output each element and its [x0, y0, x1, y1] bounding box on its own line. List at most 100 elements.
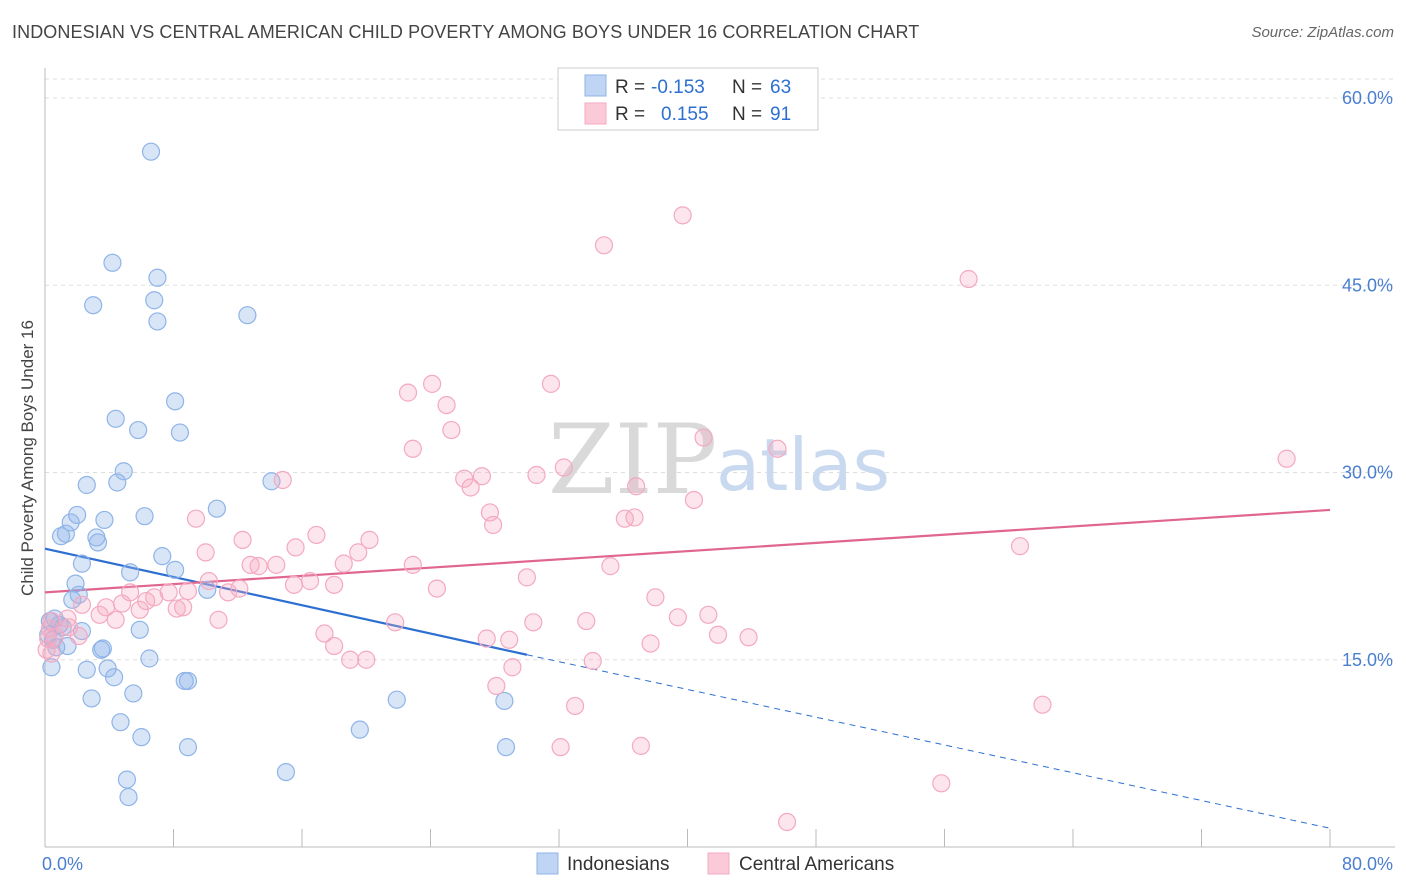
point-central-americans-76 — [477, 629, 496, 648]
point-central-americans-53 — [96, 598, 116, 617]
point-central-americans-11 — [1277, 449, 1296, 468]
point-indonesians-25 — [72, 554, 92, 573]
legend-swatch-indonesians — [584, 74, 607, 97]
legend-n-label-2: N = — [732, 104, 762, 125]
point-indonesians-2 — [148, 268, 167, 287]
bottom-legend-label-central-americans: Central Americans — [739, 854, 894, 875]
point-central-americans-33 — [334, 554, 353, 573]
point-central-americans-27 — [360, 530, 379, 550]
tick-labels: 15.0% 30.0% 45.0% 60.0% 0.0% 80.0% — [42, 88, 1393, 874]
point-indonesians-15 — [207, 499, 226, 518]
point-central-americans-2 — [959, 269, 978, 289]
point-indonesians-57 — [132, 728, 151, 747]
data-points — [37, 142, 1296, 832]
legend-r-value-1: -0.153 — [651, 77, 705, 98]
trend-lines — [44, 508, 1331, 829]
trend-line-indonesians — [44, 547, 528, 656]
point-central-americans-38 — [300, 572, 320, 591]
point-central-americans-0 — [673, 206, 692, 225]
point-indonesians-13 — [108, 473, 127, 492]
point-indonesians-21 — [51, 527, 71, 546]
point-central-americans-30 — [286, 538, 305, 557]
bottom-legend-swatch-central-americans — [707, 852, 730, 875]
y-tick-label-0: 15.0% — [1342, 650, 1393, 670]
point-central-americans-45 — [178, 581, 198, 601]
point-central-americans-58 — [90, 605, 109, 624]
trend-line-indonesians-extension — [526, 654, 1331, 829]
point-central-americans-37 — [249, 557, 268, 576]
point-central-americans-14 — [527, 465, 546, 485]
point-central-americans-91 — [932, 774, 951, 793]
point-central-americans-21 — [186, 509, 206, 528]
point-central-americans-19 — [684, 490, 704, 510]
point-central-americans-77 — [500, 630, 519, 649]
point-indonesians-27 — [121, 563, 140, 582]
point-indonesians-45 — [42, 658, 61, 677]
point-central-americans-55 — [130, 600, 149, 619]
point-central-americans-71 — [69, 626, 88, 646]
legend-n-label-1: N = — [732, 77, 762, 98]
bottom-legend: Indonesians Central Americans — [536, 852, 894, 875]
point-central-americans-88 — [565, 696, 585, 716]
legend-r-label-1: R = — [615, 77, 645, 98]
point-central-americans-51 — [112, 594, 132, 613]
y-tick-label-3: 60.0% — [1342, 88, 1393, 108]
x-tick-label-1: 80.0% — [1342, 854, 1393, 874]
legend-r-value-2: 0.155 — [661, 104, 709, 125]
point-central-americans-74 — [708, 625, 728, 644]
point-central-americans-43 — [325, 575, 344, 594]
point-central-americans-28 — [1010, 537, 1030, 556]
point-indonesians-46 — [77, 660, 96, 679]
watermark: ZIP atlas — [548, 404, 890, 516]
legend-r-label-2: R = — [615, 104, 645, 125]
point-central-americans-44 — [427, 579, 447, 598]
point-central-americans-23 — [625, 508, 644, 527]
point-central-americans-10 — [768, 439, 787, 458]
point-indonesians-16 — [135, 507, 154, 526]
point-indonesians-7 — [166, 392, 185, 411]
point-central-americans-18 — [461, 478, 480, 497]
point-central-americans-67 — [668, 608, 687, 627]
point-central-americans-48 — [219, 583, 238, 602]
point-central-americans-3 — [423, 374, 442, 393]
point-central-americans-25 — [307, 525, 326, 545]
point-indonesians-6 — [238, 306, 257, 325]
point-central-americans-59 — [106, 610, 125, 629]
y-axis-label: Child Poverty Among Boys Under 16 — [18, 320, 37, 596]
point-indonesians-54 — [495, 691, 514, 711]
watermark-atlas: atlas — [716, 423, 890, 507]
point-central-americans-86 — [487, 676, 506, 696]
point-central-americans-62 — [209, 610, 228, 629]
point-indonesians-17 — [68, 505, 87, 525]
point-indonesians-10 — [170, 423, 190, 442]
point-indonesians-51 — [124, 684, 143, 703]
point-central-americans-35 — [601, 557, 620, 576]
point-indonesians-52 — [82, 689, 101, 708]
trend-line-central-americans — [44, 508, 1331, 594]
point-indonesians-61 — [117, 770, 137, 789]
point-indonesians-38 — [130, 620, 149, 639]
point-central-americans-26 — [233, 530, 252, 550]
point-central-americans-90 — [631, 736, 651, 755]
point-central-americans-66 — [699, 605, 718, 624]
point-central-americans-72 — [39, 629, 58, 648]
point-central-americans-34 — [403, 555, 422, 574]
point-indonesians-62 — [119, 787, 138, 807]
point-central-americans-1 — [594, 236, 614, 255]
point-indonesians-18 — [95, 510, 114, 530]
point-central-americans-78 — [641, 634, 660, 653]
legend-n-value-1: 63 — [770, 77, 791, 98]
point-central-americans-29 — [196, 543, 215, 562]
bottom-legend-label-indonesians: Indonesians — [567, 854, 669, 875]
point-central-americans-47 — [159, 583, 178, 602]
point-central-americans-15 — [472, 467, 491, 486]
point-indonesians-23 — [88, 533, 108, 552]
point-indonesians-58 — [178, 738, 198, 757]
point-central-americans-79 — [325, 636, 344, 656]
legend-swatch-central-americans — [584, 102, 607, 125]
point-central-americans-16 — [273, 470, 292, 490]
point-indonesians-48 — [104, 668, 124, 687]
point-central-americans-82 — [341, 650, 360, 669]
watermark-zip: ZIP — [548, 404, 717, 516]
point-central-americans-24 — [484, 515, 503, 535]
